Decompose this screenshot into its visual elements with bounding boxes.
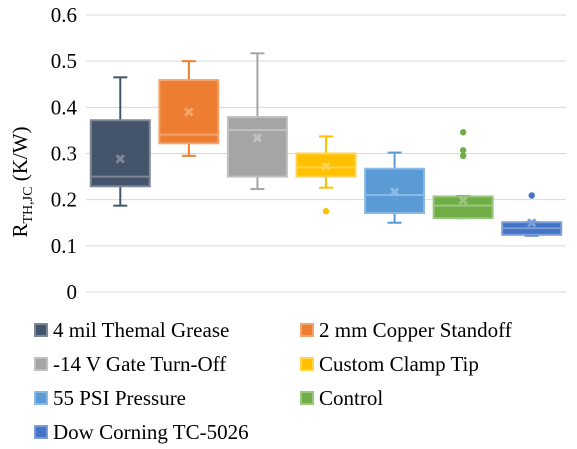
box-4: ✖ <box>295 135 357 215</box>
outlier-point <box>459 129 467 136</box>
box-lower <box>90 176 150 187</box>
legend-swatch <box>300 323 314 337</box>
box-outline <box>89 119 151 188</box>
boxplots: ✖ ✖ ✖ ✖ ✖ ✖ ✖ <box>89 52 563 237</box>
legend-item: -14 V Gate Turn-Off <box>34 352 226 376</box>
legend-swatch <box>300 391 314 405</box>
outlier-point <box>459 147 467 154</box>
mean-marker: ✖ <box>252 131 264 147</box>
outlier-point <box>528 192 535 199</box>
legend-item: 4 mil Themal Grease <box>34 318 229 342</box>
mean-marker: ✖ <box>457 194 469 210</box>
legend-item: Custom Clamp Tip <box>300 352 479 376</box>
y-tick-label: 0.4 <box>51 95 78 119</box>
legend-item: 55 PSI Pressure <box>34 386 186 410</box>
y-tick-label: 0 <box>67 280 78 304</box>
y-axis-ticks: 0 0.1 0.2 0.3 0.4 0.5 0.6 <box>51 3 78 304</box>
svg-text:RTH,JC (K/W): RTH,JC (K/W) <box>8 126 36 237</box>
box-1: ✖ <box>89 76 151 207</box>
mean-marker: ✖ <box>114 152 126 168</box>
box-upper <box>433 196 493 206</box>
mean-marker: ✖ <box>183 105 195 121</box>
y-axis-label-main: R <box>8 224 32 238</box>
legend-label: 4 mil Themal Grease <box>53 318 230 342</box>
legend-item: Control <box>300 386 383 410</box>
y-tick-label: 0.6 <box>51 3 77 27</box>
box-5: ✖ <box>364 151 426 224</box>
box-upper <box>159 80 219 135</box>
box-2: ✖ <box>158 60 220 157</box>
legend-label: 55 PSI Pressure <box>53 386 187 410</box>
box-outline <box>158 79 220 145</box>
box-lower <box>433 205 493 219</box>
box-outline <box>364 167 426 215</box>
y-axis-label-unit: (K/W) <box>8 126 32 186</box>
box-upper <box>90 120 150 177</box>
box-lower <box>159 134 219 144</box>
box-lower <box>502 228 562 235</box>
mean-marker: ✖ <box>320 159 332 175</box>
box-lower <box>365 195 425 214</box>
legend-label: Control <box>319 386 384 410</box>
box-3: ✖ <box>226 52 288 191</box>
outlier-point <box>322 208 330 215</box>
box-outline <box>226 116 288 178</box>
y-tick-label: 0.3 <box>51 142 77 166</box>
y-tick-label: 0.2 <box>51 188 77 212</box>
legend-swatch <box>34 391 48 405</box>
box-lower <box>227 129 287 177</box>
box-upper <box>365 168 425 196</box>
box-upper <box>296 153 356 168</box>
legend-label: Custom Clamp Tip <box>319 352 479 376</box>
box-upper <box>227 117 287 130</box>
legend-swatch <box>300 357 314 371</box>
legend-item: 2 mm Copper Standoff <box>300 318 512 342</box>
box-outline <box>432 195 494 220</box>
box-upper <box>502 222 562 229</box>
legend-swatch <box>34 425 48 439</box>
y-tick-label: 0.5 <box>51 49 77 73</box>
outlier-point <box>459 152 467 160</box>
y-axis-label: RTH,JC (K/W) <box>8 126 36 237</box>
legend-label: 2 mm Copper Standoff <box>319 318 512 342</box>
legend-label: -14 V Gate Turn-Off <box>53 352 227 376</box>
box-outline <box>295 152 357 178</box>
y-axis-label-subscript: TH,JC <box>21 187 36 224</box>
box-lower <box>296 167 356 177</box>
y-tick-label: 0.1 <box>51 234 77 258</box>
legend-item: Dow Corning TC-5026 <box>34 420 249 444</box>
mean-marker: ✖ <box>526 216 538 232</box>
legend-label: Dow Corning TC-5026 <box>53 420 249 444</box>
box-7: ✖ <box>501 192 563 237</box>
mean-marker: ✖ <box>389 185 401 201</box>
legend-swatch <box>34 357 48 371</box>
box-6: ✖ <box>432 129 494 220</box>
legend-swatch <box>34 323 48 337</box>
